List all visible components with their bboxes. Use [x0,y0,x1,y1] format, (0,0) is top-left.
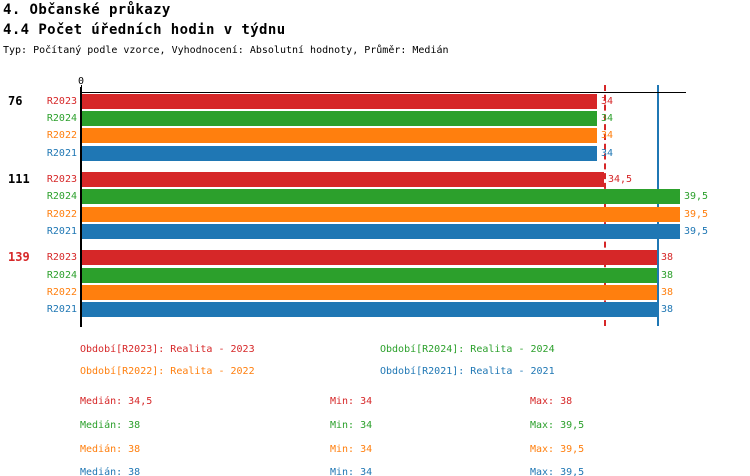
stat-min: Min: 34 [330,467,373,476]
group-label: 139 [8,250,30,265]
series-label: R2022 [46,286,77,298]
bar-value-label: 34,5 [608,173,633,185]
bar-value-label: 34 [601,95,614,107]
bar [82,284,657,300]
stat-median: Medián: 38 [80,444,141,455]
legend-item: Období[R2022]: Realita - 2022 [80,366,255,377]
series-label: R2024 [46,191,77,203]
reference-line-median-dashed [604,85,606,326]
y-axis-line [80,87,82,327]
series-label: R2024 [46,112,77,124]
bar-value-label: 39,5 [684,208,709,220]
series-label: R2021 [46,304,77,316]
x-axis-zero-tick [81,85,82,92]
legend-item: Období[R2024]: Realita - 2024 [380,344,555,355]
bar [82,224,680,239]
stat-max: Max: 39,5 [530,467,585,476]
bar [82,128,597,144]
series-label: R2021 [46,147,77,159]
stat-median: Medián: 38 [80,420,141,431]
report-title-line2: 4.4 Počet úředních hodin v týdnu [3,22,286,38]
report-meta-line: Typ: Počítaný podle vzorce, Vyhodnocení:… [3,45,449,56]
bar [82,206,680,222]
bar [82,302,657,318]
series-label: R2022 [46,208,77,220]
stat-max: Max: 39,5 [530,444,585,455]
bar-value-label: 34 [601,147,614,159]
bar-value-label: 34 [601,130,614,142]
legend-item: Období[R2023]: Realita - 2023 [80,344,255,355]
reference-line-median-solid [657,85,659,326]
legend-item: Období[R2021]: Realita - 2021 [380,366,555,377]
bar-value-label: 38 [661,286,674,298]
series-label: R2021 [46,226,77,237]
bar [82,110,597,126]
group-label: 76 [8,93,23,108]
bar-value-label: 39,5 [684,226,709,237]
bar [82,250,657,266]
bar-value-label: 34 [601,112,614,124]
stat-max: Max: 39,5 [530,420,585,431]
stat-min: Min: 34 [330,444,373,455]
series-label: R2023 [46,95,77,107]
bar [82,145,597,161]
series-label: R2023 [46,173,77,185]
bar-value-label: 38 [661,252,674,264]
group-label: 111 [8,171,30,186]
series-label: R2023 [46,252,77,264]
bar-value-label: 39,5 [684,191,709,203]
stat-min: Min: 34 [330,420,373,431]
bar [82,267,657,283]
bar-value-label: 38 [661,269,674,281]
bar [82,171,604,187]
stat-median: Medián: 34,5 [80,396,153,407]
series-label: R2024 [46,269,77,281]
stat-max: Max: 38 [530,396,573,407]
bar-value-label: 38 [661,304,674,316]
x-axis-zero-label: 0 [77,76,85,87]
stat-min: Min: 34 [330,396,373,407]
x-axis-line [81,92,686,93]
bar [82,189,680,205]
series-label: R2022 [46,130,77,142]
report-title-line1: 4. Občanské průkazy [3,2,171,18]
bar [82,93,597,109]
stat-median: Medián: 38 [80,467,141,476]
